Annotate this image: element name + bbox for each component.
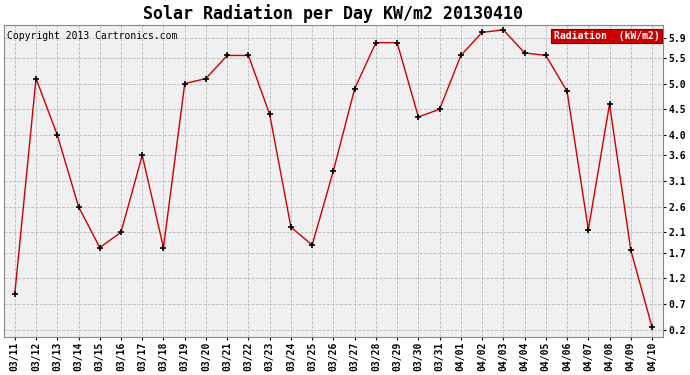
Text: Copyright 2013 Cartronics.com: Copyright 2013 Cartronics.com <box>8 31 178 41</box>
Title: Solar Radiation per Day KW/m2 20130410: Solar Radiation per Day KW/m2 20130410 <box>144 4 524 23</box>
Text: Radiation  (kW/m2): Radiation (kW/m2) <box>553 31 660 41</box>
